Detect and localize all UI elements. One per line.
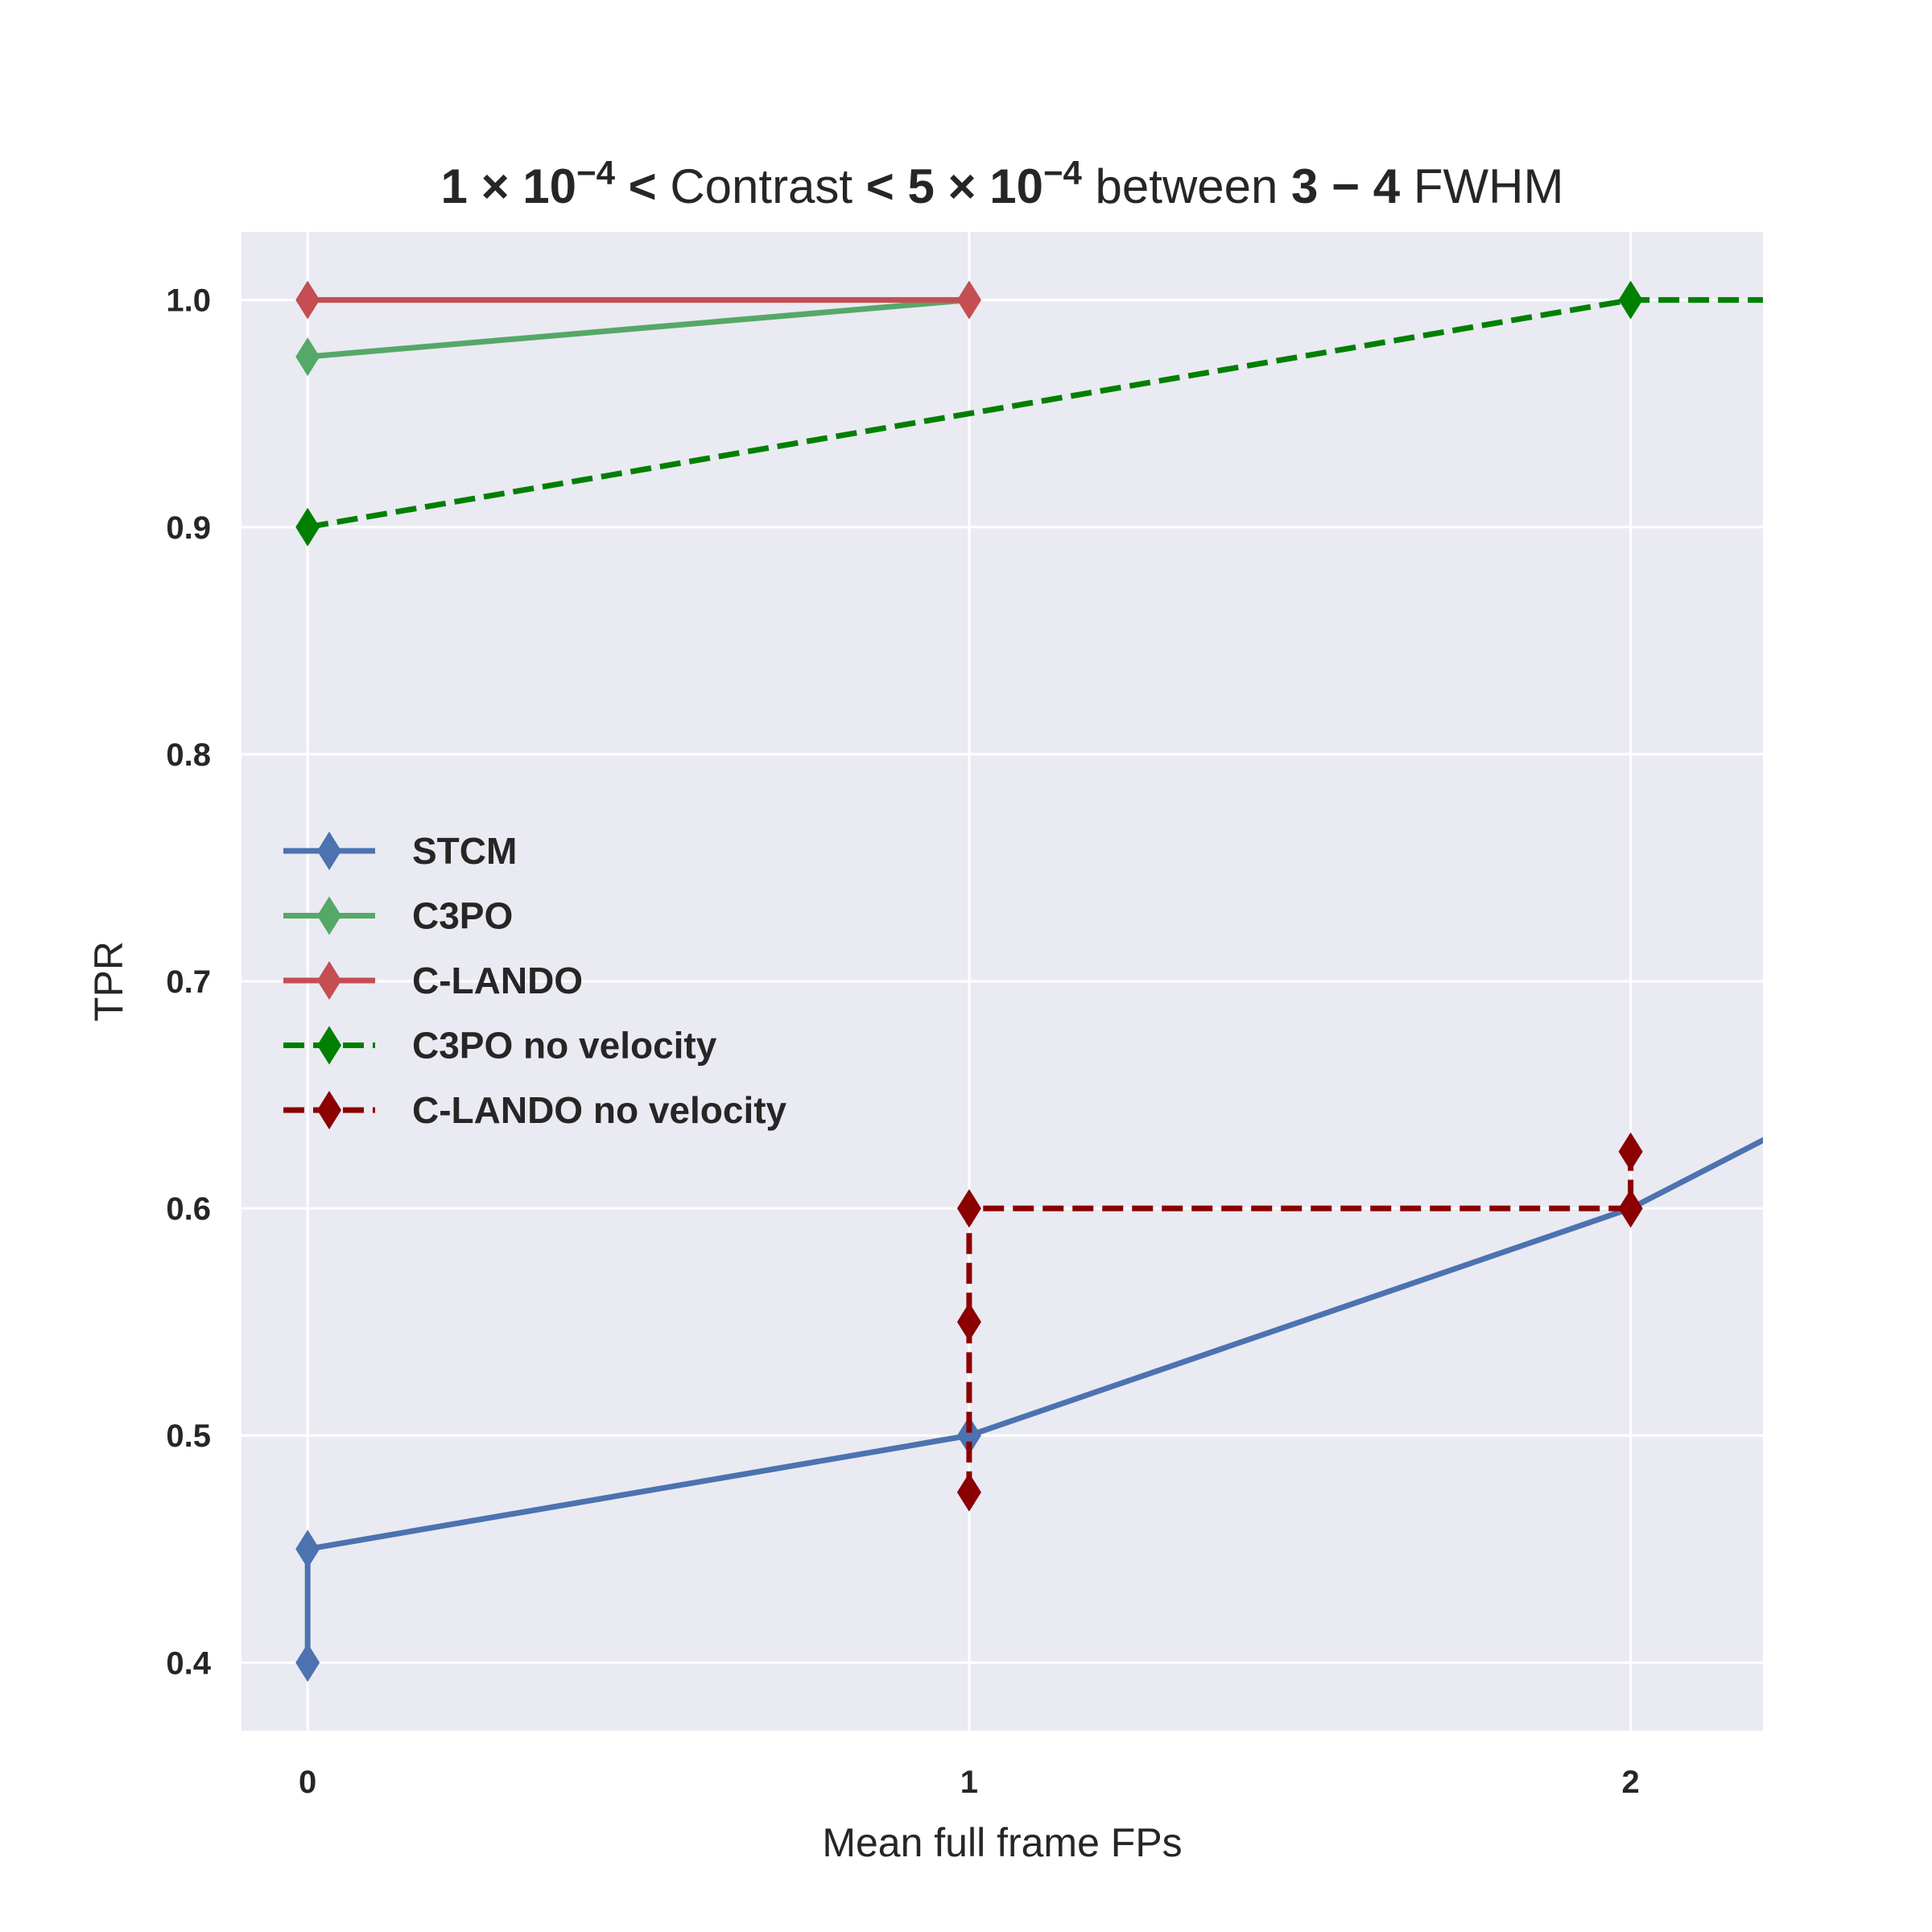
data-point bbox=[956, 1472, 981, 1512]
data-point bbox=[1618, 280, 1643, 320]
legend-item: C3PO no velocity bbox=[283, 1025, 717, 1067]
data-point bbox=[295, 1643, 320, 1682]
data-point bbox=[956, 1189, 981, 1228]
data-point bbox=[295, 337, 320, 377]
legend-item: STCM bbox=[283, 830, 517, 872]
y-axis-label: TPR bbox=[86, 941, 131, 1022]
x-tick-label: 2 bbox=[1622, 1765, 1640, 1800]
data-point bbox=[956, 280, 981, 320]
legend-swatch-marker bbox=[317, 1026, 341, 1065]
y-axis-ticks: 0.4 0.5 0.6 0.7 0.8 0.9 1.0 bbox=[166, 283, 211, 1682]
data-point bbox=[295, 280, 320, 320]
legend-swatch-marker bbox=[317, 961, 341, 1000]
legend-label: STCM bbox=[412, 830, 517, 872]
y-tick-label: 0.7 bbox=[166, 964, 211, 1000]
x-axis-ticks: 0 1 2 bbox=[299, 1765, 1640, 1800]
y-tick-label: 0.8 bbox=[166, 737, 211, 773]
chart-title: 1 × 10−4 < Contrast < 5 × 10−4 between 3… bbox=[441, 154, 1564, 214]
data-point bbox=[1618, 1189, 1643, 1228]
data-point bbox=[295, 507, 320, 547]
legend-label: C3PO no velocity bbox=[412, 1025, 717, 1067]
legend-swatch-marker bbox=[317, 832, 341, 870]
y-tick-label: 0.9 bbox=[166, 510, 211, 546]
data-point bbox=[1618, 1132, 1643, 1171]
legend-label: C3PO bbox=[412, 895, 513, 937]
y-tick-label: 0.5 bbox=[166, 1418, 211, 1454]
legend: STCM C3PO C-LANDO C3PO no velocity C-LANDO n… bbox=[283, 830, 787, 1131]
legend-item: C-LANDO no velocity bbox=[283, 1089, 787, 1131]
data-point bbox=[295, 1530, 320, 1569]
series-c3po-no-velocity bbox=[295, 280, 1763, 547]
y-tick-label: 0.4 bbox=[166, 1645, 211, 1681]
data-point bbox=[956, 1302, 981, 1342]
series-c-lando bbox=[295, 280, 981, 320]
series-layer bbox=[295, 280, 1763, 1682]
y-tick-label: 1.0 bbox=[166, 283, 211, 319]
legend-swatch-marker bbox=[317, 1091, 341, 1129]
data-point bbox=[956, 1416, 981, 1455]
series-c-lando-no-velocity bbox=[956, 1132, 1643, 1512]
x-tick-label: 0 bbox=[299, 1765, 316, 1800]
legend-swatch-marker bbox=[317, 896, 341, 935]
y-tick-label: 0.6 bbox=[166, 1191, 211, 1227]
series-line bbox=[307, 297, 970, 360]
legend-label: C-LANDO no velocity bbox=[412, 1089, 787, 1131]
legend-label: C-LANDO bbox=[412, 960, 583, 1001]
legend-item: C-LANDO bbox=[283, 960, 583, 1001]
legend-item: C3PO bbox=[283, 895, 513, 937]
x-tick-label: 1 bbox=[960, 1765, 978, 1800]
x-axis-label: Mean full frame FPs bbox=[822, 1820, 1182, 1865]
